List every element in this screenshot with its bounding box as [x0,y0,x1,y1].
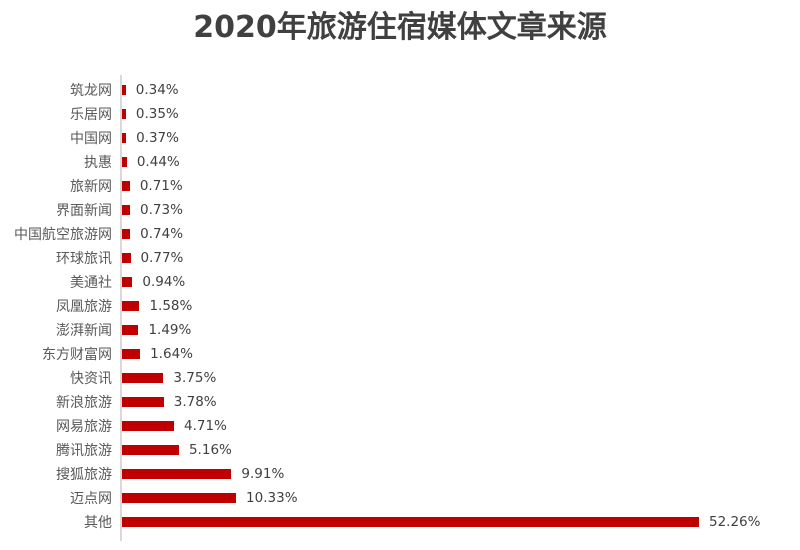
category-label: 东方财富网 [42,347,112,363]
value-label: 0.77% [140,250,184,266]
bar-row: 澎湃新闻 1.49% [0,318,800,342]
category-label: 其他 [84,515,112,531]
value-label: 0.94% [142,274,186,290]
bar [122,85,126,95]
bar [122,181,130,191]
value-label: 1.64% [150,346,193,362]
value-label: 10.33% [246,490,298,506]
bar-row: 腾讯旅游 5.16% [0,438,800,462]
bar [122,373,164,383]
bar-row: 网易旅游 4.71% [0,414,800,438]
bar-row: 快资讯 3.75% [0,366,800,390]
bar [122,421,174,431]
category-label: 快资讯 [70,371,112,387]
bar-chart: 筑龙网 0.34% 乐居网 0.35% 中国网 0.37% 执惠 0.44% 旅新网 0.71% 界… [0,75,800,541]
value-label: 0.44% [136,154,180,170]
category-label: 执惠 [84,155,112,171]
bar [122,493,237,503]
category-label: 环球旅讯 [56,251,112,267]
bar-row: 迈点网 10.33% [0,486,800,510]
value-label: 0.37% [136,130,179,146]
value-label: 9.91% [241,466,285,482]
bar-row: 执惠 0.44% [0,150,800,174]
value-label: 52.26% [709,514,761,530]
value-label: 3.75% [173,370,217,386]
bar-row: 中国航空旅游网 0.74% [0,222,800,246]
bar-row: 其他 52.26% [0,510,800,534]
bar [122,325,139,335]
category-label: 旅新网 [70,179,112,195]
value-label: 3.78% [173,394,217,410]
category-label: 新浪旅游 [56,395,112,411]
bar-row: 界面新闻 0.73% [0,198,800,222]
value-label: 1.58% [149,298,193,314]
category-label: 澎湃新闻 [56,323,112,339]
bar-rows: 筑龙网 0.34% 乐居网 0.35% 中国网 0.37% 执惠 0.44% 旅新网 0.71% 界… [0,78,800,534]
bar-row: 凤凰旅游 1.58% [0,294,800,318]
category-label: 腾讯旅游 [56,443,112,459]
bar [122,469,232,479]
bar-row: 乐居网 0.35% [0,102,800,126]
category-label: 筑龙网 [70,83,112,99]
bar [122,229,131,239]
bar [122,397,164,407]
bar [122,277,133,287]
value-label: 0.71% [139,178,183,194]
bar-row: 东方财富网 1.64% [0,342,800,366]
category-label: 美通社 [70,275,112,291]
bar-row: 新浪旅游 3.78% [0,390,800,414]
value-label: 0.34% [135,82,179,98]
value-label: 0.35% [135,106,179,122]
bar [122,445,179,455]
bar-row: 美通社 0.94% [0,270,800,294]
value-label: 4.71% [184,418,227,434]
bar [122,205,131,215]
value-label: 5.16% [188,442,232,458]
bar [122,517,699,527]
bar-row: 搜狐旅游 9.91% [0,462,800,486]
chart-title: 2020年旅游住宿媒体文章来源 [193,10,607,45]
value-label: 0.74% [140,226,184,242]
category-label: 迈点网 [70,491,112,507]
category-label: 搜狐旅游 [56,467,112,483]
bar-row: 中国网 0.37% [0,126,800,150]
value-label: 1.49% [148,322,192,338]
bar [122,109,126,119]
bar [122,133,127,143]
bar-row: 筑龙网 0.34% [0,78,800,102]
category-label: 乐居网 [70,107,112,123]
category-label: 中国航空旅游网 [14,227,112,243]
bar [122,157,127,167]
category-label: 中国网 [70,131,112,147]
value-label: 0.73% [140,202,183,218]
category-label: 网易旅游 [56,419,112,435]
category-label: 界面新闻 [56,203,112,219]
bar [122,301,140,311]
bar [122,253,131,263]
bar-row: 环球旅讯 0.77% [0,246,800,270]
bar [122,349,141,359]
category-axis-line [120,75,122,541]
bar-row: 旅新网 0.71% [0,174,800,198]
category-label: 凤凰旅游 [56,299,112,315]
